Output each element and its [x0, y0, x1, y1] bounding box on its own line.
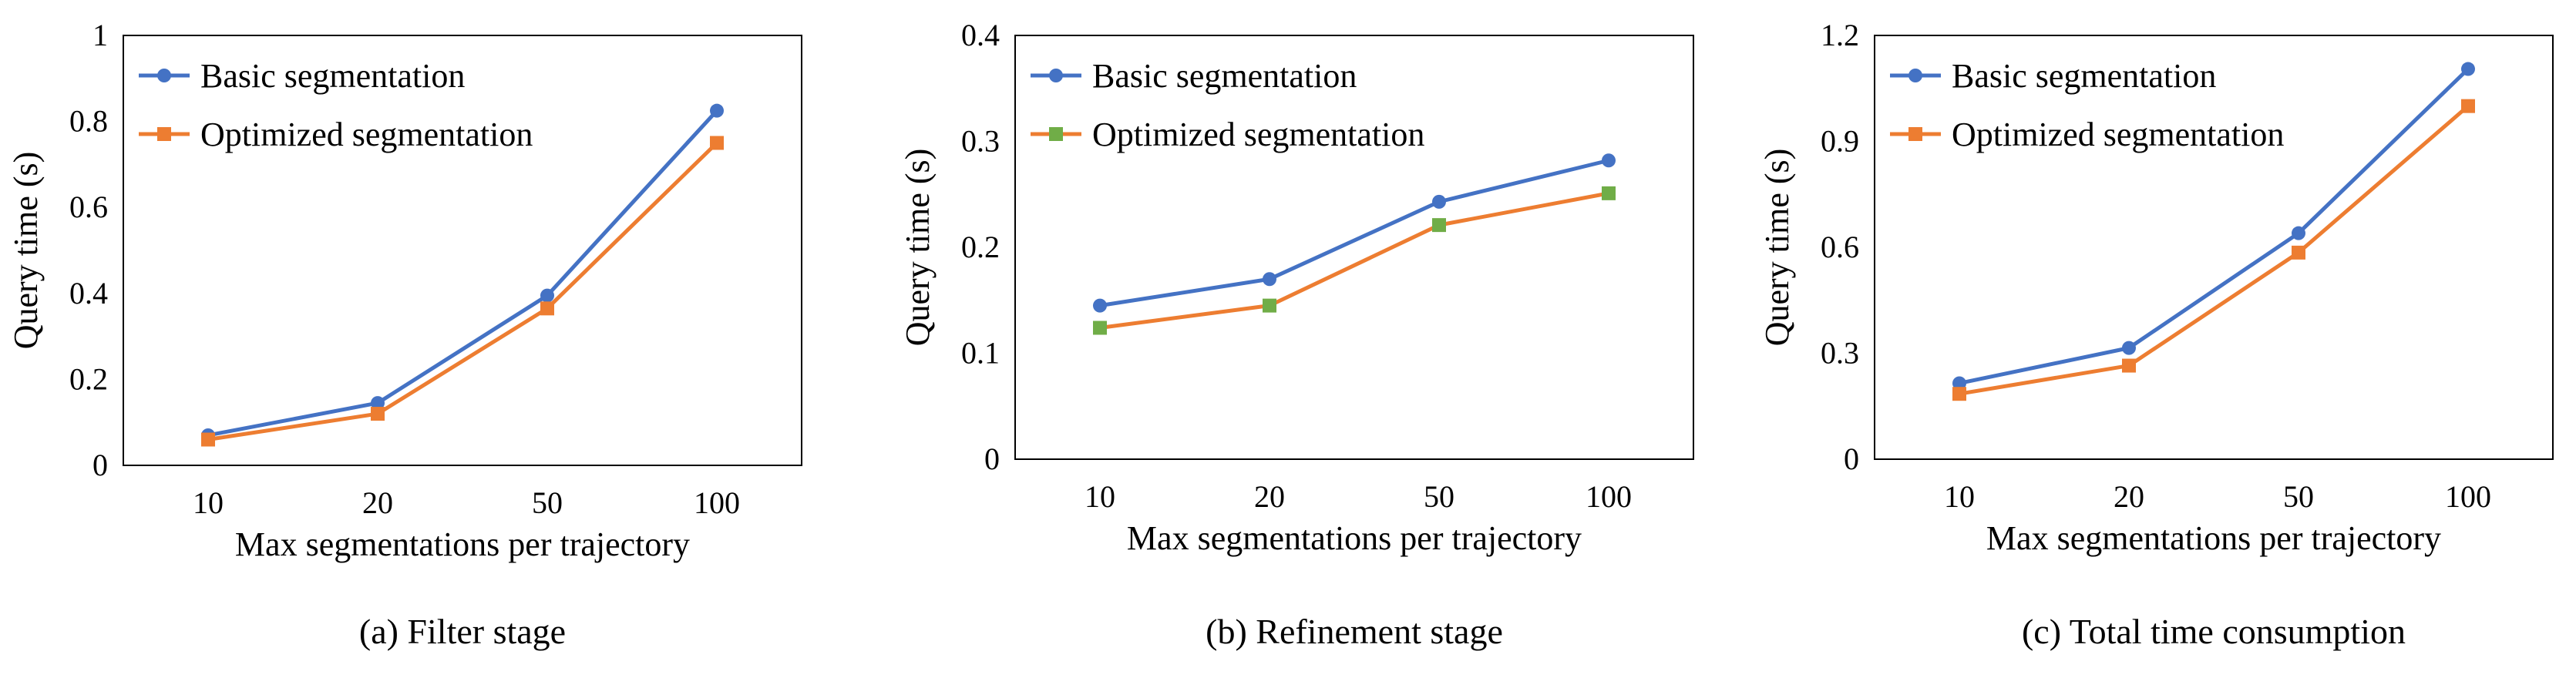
x-axis-title: Max segmentations per trajectory — [235, 525, 690, 563]
data-point-square — [1432, 218, 1446, 233]
legend-label: Basic segmentation — [1952, 57, 2216, 95]
y-tick-label: 0.2 — [961, 230, 1000, 264]
plot-frame — [123, 35, 802, 466]
legend-marker-circle — [1908, 69, 1922, 82]
y-tick-label: 0.3 — [961, 124, 1000, 159]
y-tick-label: 0.8 — [69, 104, 108, 139]
legend-marker-circle — [1049, 69, 1063, 82]
y-tick-label: 1.2 — [1821, 18, 1859, 52]
x-tick-label: 100 — [694, 485, 740, 520]
data-point-square — [540, 301, 554, 316]
plot-frame — [1874, 35, 2554, 460]
y-tick-label: 0.6 — [1821, 230, 1859, 264]
y-tick-label: 0.1 — [961, 336, 1000, 371]
series-line-1 — [1959, 67, 2470, 385]
legend-label: Basic segmentation — [200, 57, 465, 95]
data-point-square — [1602, 186, 1616, 200]
data-point-square — [1952, 387, 1966, 401]
data-point-circle — [2292, 226, 2305, 240]
data-point-square — [2292, 245, 2305, 260]
x-tick-label: 50 — [2283, 479, 2314, 514]
y-axis-title: Query time (s) — [1758, 149, 1796, 347]
legend-marker-square — [157, 127, 171, 141]
x-tick-label: 20 — [1254, 479, 1285, 514]
y-tick-label: 0.4 — [961, 18, 1000, 52]
data-point-square — [710, 136, 724, 150]
legend-marker-square — [1049, 127, 1063, 141]
y-tick-label: 0.9 — [1821, 124, 1859, 159]
legend-label: Basic segmentation — [1092, 57, 1357, 95]
y-tick-label: 0.3 — [1821, 336, 1859, 371]
data-point-circle — [540, 288, 554, 303]
chart-caption: (b) Refinement stage — [1206, 612, 1503, 651]
y-tick-label: 0.2 — [69, 361, 108, 396]
data-point-circle — [2461, 62, 2475, 76]
series-line-2 — [1959, 104, 2470, 396]
y-tick-label: 0 — [1844, 441, 1859, 476]
data-point-circle — [2122, 341, 2136, 355]
x-tick-label: 50 — [1424, 479, 1454, 514]
y-tick-label: 1 — [92, 18, 108, 52]
data-point-square — [201, 432, 215, 447]
chart-caption: (a) Filter stage — [359, 612, 566, 651]
data-point-square — [2461, 99, 2475, 113]
x-tick-label: 20 — [362, 485, 393, 520]
data-point-circle — [710, 103, 724, 118]
data-point-circle — [1602, 153, 1616, 168]
data-point-square — [1263, 298, 1276, 313]
data-point-circle — [1093, 298, 1107, 313]
data-point-circle — [371, 396, 385, 411]
chart-caption: (c) Total time consumption — [2022, 612, 2406, 651]
x-axis-title: Max segmentations per trajectory — [1127, 519, 1582, 557]
x-tick-label: 10 — [1944, 479, 1975, 514]
data-point-square — [2122, 358, 2136, 373]
legend-label: Optimized segmentation — [1952, 116, 2284, 153]
legend-marker-square — [1908, 127, 1922, 141]
plot-frame — [1014, 35, 1694, 460]
x-tick-label: 20 — [2114, 479, 2144, 514]
y-tick-label: 0.6 — [69, 190, 108, 224]
series-line-2 — [1099, 191, 1609, 330]
y-tick-label: 0 — [984, 441, 1000, 476]
y-tick-label: 0.4 — [69, 276, 108, 310]
y-axis-title: Query time (s) — [899, 149, 937, 347]
x-tick-label: 50 — [532, 485, 563, 520]
x-tick-label: 100 — [2445, 479, 2491, 514]
data-point-square — [1093, 321, 1107, 335]
x-tick-label: 100 — [1586, 479, 1632, 514]
y-axis-title: Query time (s) — [7, 152, 45, 350]
data-point-circle — [1952, 376, 1966, 391]
legend-label: Optimized segmentation — [200, 116, 533, 153]
series-line-2 — [207, 141, 718, 441]
legend-marker-circle — [157, 69, 171, 82]
x-tick-label: 10 — [1085, 479, 1115, 514]
y-tick-label: 0 — [92, 448, 108, 482]
data-point-circle — [1432, 194, 1446, 209]
x-tick-label: 10 — [193, 485, 224, 520]
data-point-square — [371, 407, 385, 421]
x-axis-title: Max segmentations per trajectory — [1986, 519, 2441, 557]
legend-label: Optimized segmentation — [1092, 116, 1424, 153]
series-line-1 — [207, 109, 718, 438]
series-line-1 — [1099, 158, 1609, 308]
data-point-circle — [1263, 272, 1276, 287]
